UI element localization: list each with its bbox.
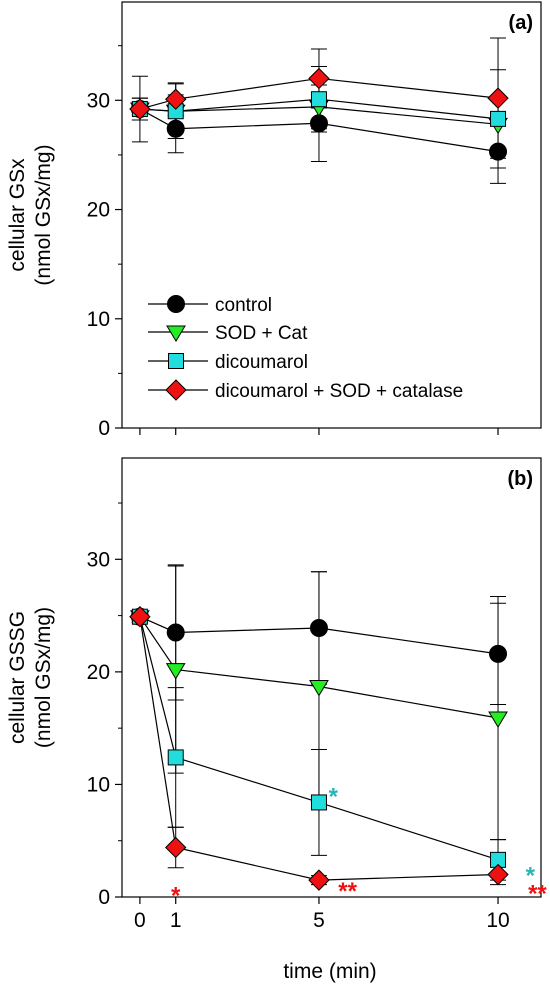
y-axis-label-line2: (nmol GSx/mg) — [32, 144, 55, 285]
series-line — [139, 108, 499, 153]
legend: control SOD + Cat dicoumarol dicoumarol + S… — [148, 295, 463, 402]
panel-label: (b) — [507, 468, 533, 490]
x-tick-label: 1 — [170, 909, 182, 932]
data-point — [487, 863, 509, 886]
data-point — [165, 836, 187, 859]
y-tick-label: 10 — [87, 308, 110, 331]
legend-marker — [168, 353, 184, 369]
significance-star: * — [171, 883, 181, 910]
series-line — [139, 98, 499, 120]
markers-dicoumarol-sod-catalase — [129, 67, 509, 120]
legend-marker — [167, 295, 185, 313]
legend-label: dicoumarol — [215, 352, 308, 373]
markers-dicoumarol-sod-catalase — [129, 606, 509, 891]
data-point — [308, 67, 330, 90]
y-tick-label: 30 — [87, 548, 110, 571]
panel-a: 0 10 20 30 cellular GSx (nmol GSx/mg) (a) — [6, 1, 542, 440]
y-axis-label-line2: (nmol GSx/mg) — [32, 607, 55, 748]
series-line — [139, 616, 499, 861]
data-point — [129, 606, 151, 628]
x-tick-label: 5 — [313, 909, 325, 932]
data-point — [165, 663, 186, 680]
panel-b: 0 10 20 30 0 1 5 10 cellular GSSG (nmol GSx/mg) (b… — [6, 457, 547, 932]
plot-frame — [121, 457, 542, 898]
legend-item-dicoumarol: dicoumarol — [148, 352, 308, 373]
data-point — [309, 680, 329, 697]
legend-label: dicoumarol + SOD + catalase — [215, 381, 463, 402]
data-point — [310, 794, 327, 811]
data-point — [309, 114, 328, 133]
significance-star: ** — [338, 878, 357, 905]
data-point — [308, 869, 330, 891]
legend-marker — [166, 325, 186, 342]
significance-star: ** — [528, 880, 547, 907]
significance-star: * — [329, 784, 339, 811]
plot-frame — [121, 1, 542, 429]
y-tick-label: 30 — [87, 89, 110, 112]
y-tick-label: 0 — [98, 417, 110, 440]
x-axis-label: time (min) — [283, 960, 376, 983]
series-line — [139, 616, 499, 655]
data-point — [129, 98, 151, 120]
x-tick-label: 10 — [486, 909, 509, 932]
y-axis-label-line1: cellular GSx — [6, 158, 29, 272]
panel-label: (a) — [509, 12, 533, 34]
legend-item-sod-cat: SOD + Cat — [148, 323, 308, 344]
series-line — [139, 616, 499, 719]
y-tick-label: 0 — [98, 886, 110, 909]
data-point — [488, 711, 508, 728]
legend-item-dicoumarol-sod-catalase: dicoumarol + SOD + catalase — [148, 379, 463, 402]
y-tick-label: 20 — [87, 199, 110, 222]
data-point — [489, 644, 508, 663]
x-tick-label: 0 — [134, 909, 146, 932]
data-point — [489, 142, 508, 161]
data-point — [490, 110, 507, 127]
legend-item-control: control — [148, 295, 272, 316]
y-axis-label-line1: cellular GSSG — [6, 611, 29, 744]
legend-marker — [165, 379, 187, 401]
series-line — [139, 77, 499, 110]
significance-star: * — [526, 862, 536, 889]
data-point — [166, 623, 185, 642]
data-point — [310, 91, 327, 108]
legend-label: control — [215, 295, 272, 316]
data-point — [167, 749, 184, 766]
y-tick-label: 20 — [87, 661, 110, 684]
data-point — [165, 88, 187, 110]
data-point — [309, 618, 328, 637]
series-line — [139, 616, 499, 881]
legend-label: SOD + Cat — [215, 323, 308, 344]
y-tick-label: 10 — [87, 773, 110, 796]
data-point — [487, 87, 509, 109]
data-point — [166, 119, 185, 138]
